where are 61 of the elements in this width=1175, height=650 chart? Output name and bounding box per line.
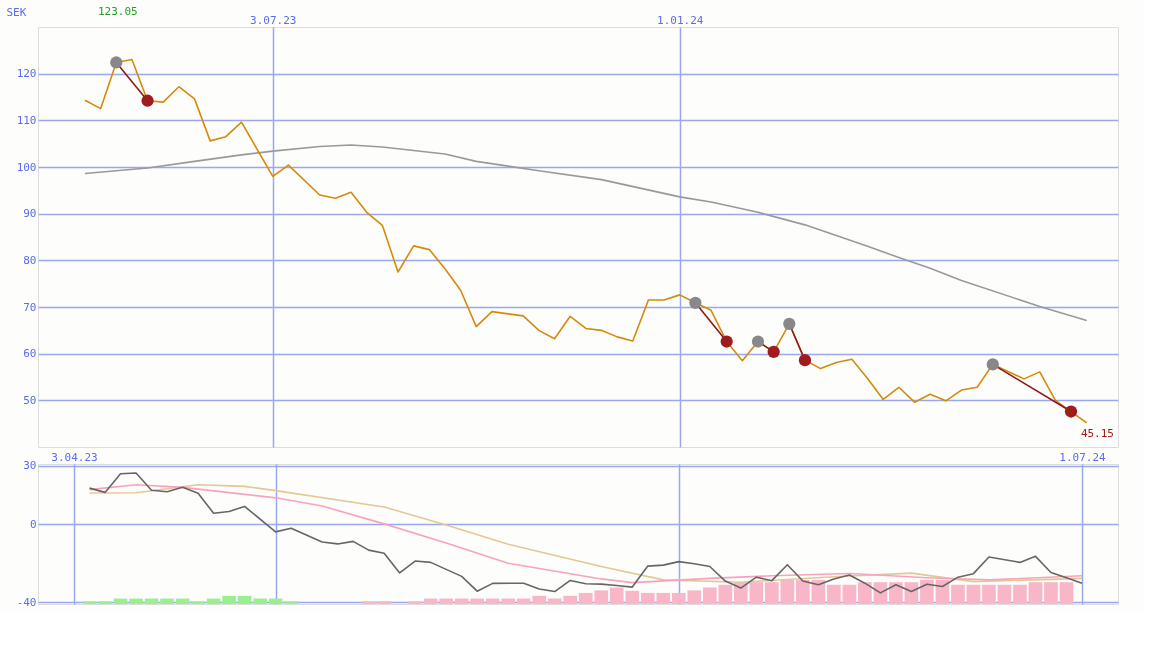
point [110,56,123,69]
point [798,354,812,367]
y-tick-label: 30 [23,459,37,473]
line-series [88,472,1083,594]
bar [1059,582,1074,604]
y-tick-label: 110 [16,113,37,127]
y-tick-label: 50 [23,393,37,407]
text: 123.05 [98,5,138,18]
y-tick-label: 60 [23,347,37,361]
bar [920,579,934,604]
bar [951,584,965,604]
bar [749,582,764,604]
line-series [88,484,1083,584]
point [720,335,733,348]
line-series [84,144,1088,322]
bar [1013,584,1027,604]
point [751,335,765,348]
bar [82,601,97,604]
y-tick-label: 70 [23,300,37,314]
bar [780,579,795,604]
y-tick-label: 90 [23,207,37,221]
bar [889,582,903,604]
bar [222,595,236,604]
bar [160,598,174,604]
bar [129,598,143,604]
bar [191,601,205,604]
y-tick-label: -40 [16,595,37,609]
bar [237,595,252,604]
bar [1028,582,1043,604]
bar [842,584,857,604]
point [986,358,999,371]
bar [827,584,841,604]
point [1064,405,1078,418]
y-tick-label: 80 [23,253,37,267]
bar [982,584,996,604]
x-tick-label: 3.04.23 [51,450,98,464]
bar [361,601,376,604]
bar [997,584,1012,604]
y-tick-label: 0 [29,517,37,531]
bar [858,582,872,604]
bar [796,579,810,604]
x-tick-label: 1.07.24 [1059,450,1107,464]
bar [98,601,112,604]
bar [408,601,422,604]
y-tick-label: 100 [16,160,37,174]
x-tick-label: 1.01.24 [657,13,704,27]
bar [1044,582,1058,604]
point [767,345,780,358]
line-series [84,58,1088,424]
y-axis-title: SEK [6,5,27,19]
bar [377,601,391,604]
annotation: 45.15 [1080,427,1114,440]
bar [253,598,267,604]
point [141,94,154,107]
point [783,317,796,330]
x-tick-label: 3.07.23 [250,13,297,27]
point [689,296,702,309]
y-tick-label: 120 [16,67,37,81]
bar [284,601,298,604]
bar [765,582,779,604]
bar [966,584,981,604]
